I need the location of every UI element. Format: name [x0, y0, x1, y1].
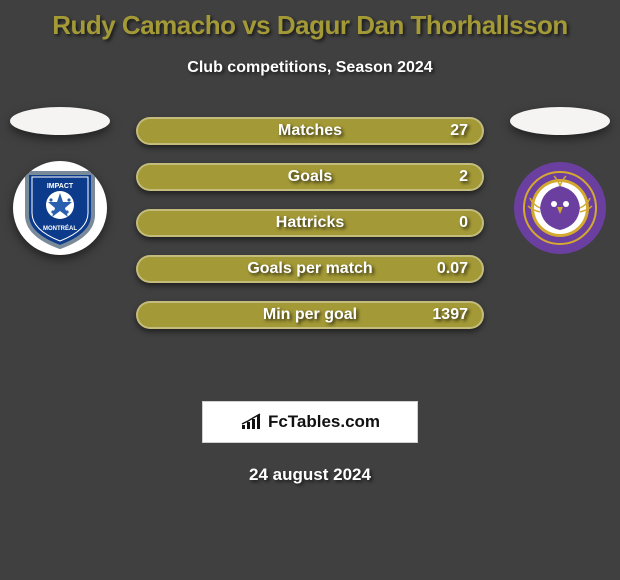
team-a-logo: IMPACT MONTRÉAL: [13, 161, 107, 255]
stat-value: 2: [459, 168, 468, 186]
stat-value: 27: [450, 122, 468, 140]
player-b-column: [500, 107, 620, 255]
player-a-name: Rudy Camacho: [52, 10, 235, 40]
stat-label: Matches: [278, 122, 342, 140]
date-text: 24 august 2024: [0, 465, 620, 485]
orlando-crest-icon: [513, 161, 607, 255]
stat-value: 1397: [432, 306, 468, 324]
stat-label: Hattricks: [276, 214, 344, 232]
stat-label: Goals per match: [247, 260, 372, 278]
team-b-logo: [513, 161, 607, 255]
stat-label: Min per goal: [263, 306, 357, 324]
stat-bar: Matches 27: [136, 117, 484, 145]
branding-badge: FcTables.com: [202, 401, 418, 443]
stat-bar: Goals per match 0.07: [136, 255, 484, 283]
player-a-column: IMPACT MONTRÉAL: [0, 107, 120, 255]
page-title: Rudy Camacho vs Dagur Dan Thorhallsson: [0, 0, 620, 41]
stat-bars: Matches 27 Goals 2 Hattricks 0 Goals per match…: [136, 117, 484, 329]
vs-text: vs: [242, 10, 270, 40]
comparison-layout: IMPACT MONTRÉAL: [0, 117, 620, 377]
stat-value: 0: [459, 214, 468, 232]
subtitle: Club competitions, Season 2024: [0, 59, 620, 77]
montreal-crest-icon: IMPACT MONTRÉAL: [23, 167, 97, 249]
stat-label: Goals: [288, 168, 332, 186]
chart-icon: [240, 413, 262, 431]
player-a-photo: [10, 107, 110, 135]
svg-text:IMPACT: IMPACT: [47, 183, 74, 190]
player-b-name: Dagur Dan Thorhallsson: [277, 10, 568, 40]
stat-bar: Goals 2: [136, 163, 484, 191]
stat-bar: Hattricks 0: [136, 209, 484, 237]
branding-text: FcTables.com: [268, 412, 380, 432]
svg-text:MONTRÉAL: MONTRÉAL: [43, 224, 77, 232]
player-b-photo: [510, 107, 610, 135]
stat-bar: Min per goal 1397: [136, 301, 484, 329]
stat-value: 0.07: [437, 260, 468, 278]
